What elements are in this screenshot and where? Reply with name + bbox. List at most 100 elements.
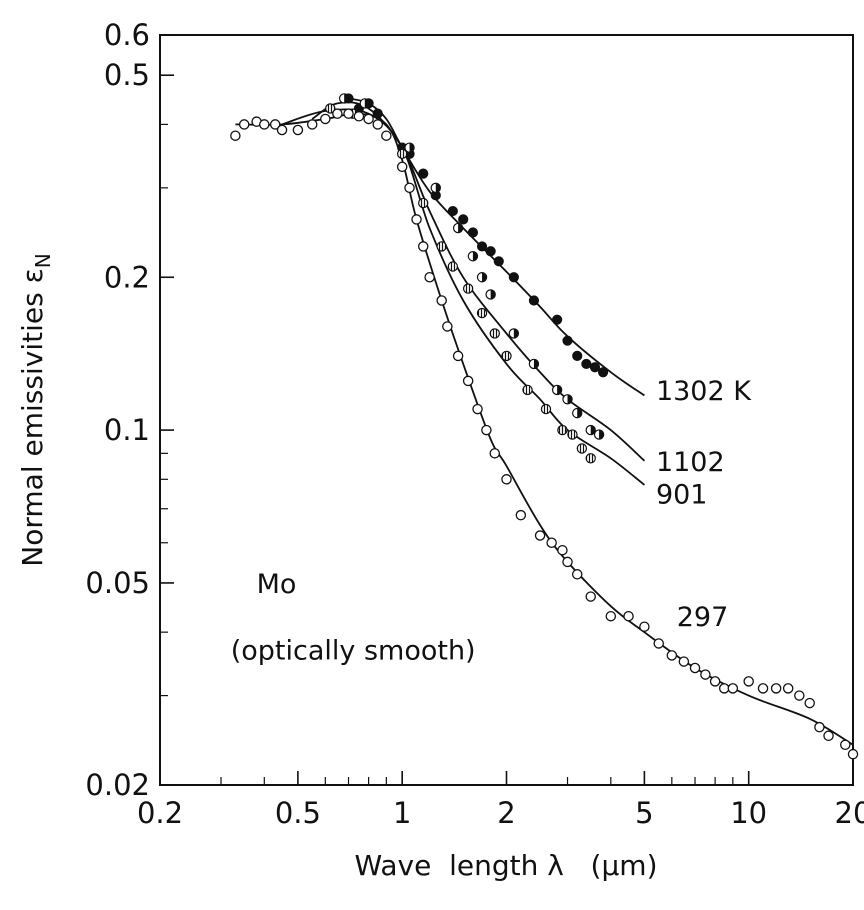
y-tick-label: 0.6 xyxy=(104,18,150,52)
data-points xyxy=(230,93,859,760)
x-tick-label: 0.2 xyxy=(137,796,183,830)
series-297-point xyxy=(417,241,429,252)
series-297-point xyxy=(534,530,546,541)
chart-annotations: Mo (optically smooth) xyxy=(231,569,476,666)
series-1102-point xyxy=(485,289,496,300)
series-1102-point xyxy=(476,272,488,283)
series-297-point xyxy=(230,130,241,141)
series-297-point xyxy=(276,124,288,136)
series-297-point xyxy=(472,403,483,415)
tick-labels: 0.2 0.5 1 2 5 10 20 0.02 0.05 0.1 0.2 0.5 0.6 xyxy=(85,18,864,830)
plot-area-frame xyxy=(159,34,854,786)
series-297-point xyxy=(259,119,270,130)
series-297-point xyxy=(372,119,383,130)
series-297-point xyxy=(804,697,815,709)
series-901-point xyxy=(436,241,447,252)
series-901-point xyxy=(501,350,512,362)
series-1302-k-point xyxy=(508,272,519,283)
series-297-point xyxy=(700,669,711,680)
y-tick-label: 0.02 xyxy=(85,768,150,802)
series-297-point xyxy=(363,113,374,125)
series-297-point xyxy=(515,509,527,521)
series-1102-point xyxy=(562,394,573,405)
series-1102-point xyxy=(572,407,583,419)
series-901-point xyxy=(522,384,533,396)
x-tick-label: 5 xyxy=(635,796,653,830)
series-297-point xyxy=(782,683,794,694)
axis-ticks xyxy=(159,34,854,786)
series-297-point xyxy=(436,295,447,306)
series-297-point xyxy=(770,683,782,694)
series-1302-k-point xyxy=(597,367,609,378)
surface-condition-label: (optically smooth) xyxy=(231,635,476,666)
y-axis-title-main: Normal emissivities ε xyxy=(16,268,49,566)
series-1102-point xyxy=(452,222,464,234)
series-1102-point xyxy=(338,93,350,104)
series-297-point xyxy=(320,113,331,125)
series-297-point xyxy=(546,537,557,548)
series-297-point xyxy=(653,638,664,649)
series-297-point xyxy=(623,610,634,622)
y-tick-label: 0.2 xyxy=(104,260,150,294)
series-1302-k-point xyxy=(493,256,504,267)
series-297-point xyxy=(292,124,304,136)
series-297-point xyxy=(332,108,343,119)
series-901-point xyxy=(489,328,500,339)
y-tick-label: 0.5 xyxy=(104,58,150,92)
series-297-point xyxy=(757,683,769,694)
x-tick-label: 0.5 xyxy=(275,796,321,830)
series-297-point xyxy=(585,591,596,602)
series-297-point xyxy=(238,119,250,130)
series-901-point xyxy=(540,403,552,415)
y-tick-label: 0.1 xyxy=(104,413,150,447)
series-297-point xyxy=(411,214,422,225)
series-1302-k-point xyxy=(562,335,573,346)
series-297-point xyxy=(605,610,617,622)
series-297-point xyxy=(689,662,701,674)
series-297-point xyxy=(557,544,568,556)
x-axis-title: Wave length λ (μm) xyxy=(354,849,657,882)
series-1102-point xyxy=(404,142,415,153)
series-1302-k-point xyxy=(572,350,583,362)
series-1302-k-point xyxy=(458,214,469,225)
series-297-point xyxy=(343,108,354,119)
x-tick-label: 10 xyxy=(730,796,767,830)
series-297-point xyxy=(847,748,859,760)
series-297-point xyxy=(306,119,318,130)
series-297-point xyxy=(462,375,474,387)
series-297-point xyxy=(639,621,650,632)
series-297-point xyxy=(481,424,492,436)
series-297-point xyxy=(501,474,512,485)
x-tick-label: 2 xyxy=(497,796,515,830)
series-1102-point xyxy=(551,384,563,396)
series-297-point xyxy=(743,676,754,687)
series-1102-label: 1102 xyxy=(656,447,725,478)
series-901-point xyxy=(476,307,488,319)
series-1302-k-point xyxy=(447,205,458,217)
y-tick-label: 0.05 xyxy=(85,566,150,600)
series-297-point xyxy=(381,130,392,141)
x-tick-label: 20 xyxy=(835,796,864,830)
series-297-point xyxy=(442,321,453,332)
series-297-point xyxy=(404,182,415,194)
series-1102-point xyxy=(585,424,596,436)
series-901-point xyxy=(418,197,429,209)
series-901-point xyxy=(585,453,596,464)
series-901-point xyxy=(325,103,336,114)
series-297-point xyxy=(562,556,573,568)
series-297-point xyxy=(678,656,690,667)
series-297-point xyxy=(823,730,834,742)
series-297-point xyxy=(840,739,851,751)
series-297-point xyxy=(814,721,825,733)
series-297-point xyxy=(353,111,365,122)
series-1302-k-point xyxy=(485,246,496,257)
series-1302-k-label: 1302 K xyxy=(656,376,752,407)
series-1102-point xyxy=(430,182,441,194)
series-297-point xyxy=(571,569,583,580)
material-label: Mo xyxy=(257,569,297,600)
series-1102-point xyxy=(508,328,520,339)
series-901-label: 901 xyxy=(656,480,708,511)
x-tick-label: 1 xyxy=(393,796,411,830)
series-1302-k-point xyxy=(581,358,592,370)
